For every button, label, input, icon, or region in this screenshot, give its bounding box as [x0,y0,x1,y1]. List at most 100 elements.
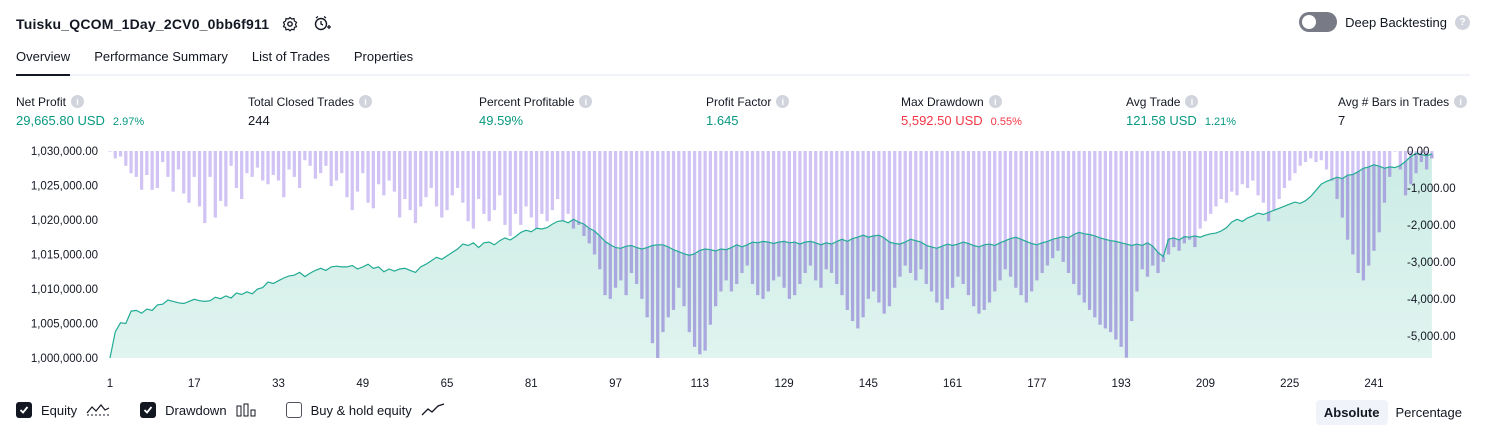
drawdown-bar [224,151,227,206]
drawdown-bar [393,151,396,192]
percentage-button[interactable]: Percentage [1388,400,1471,425]
deep-backtesting-toggle[interactable] [1299,12,1337,32]
drawdown-bar-overlap [693,254,696,347]
drawdown-bar [1304,151,1307,162]
metric-label: Net Profit [16,95,66,109]
drawdown-bar-overlap [703,249,706,351]
drawdown-bar-overlap [1172,238,1175,247]
drawdown-bar [235,151,238,188]
drawdown-bar-overlap [1030,243,1033,291]
drawdown-bar [1019,151,1022,239]
buy-hold-line-icon [421,403,445,417]
drawdown-bar [1372,151,1375,165]
drawdown-bar [667,151,670,247]
info-icon[interactable]: i [989,95,1002,108]
info-icon[interactable]: i [359,95,372,108]
drawdown-bar [177,151,180,169]
drawdown-bar [867,151,870,237]
drawdown-bar-overlap [709,250,712,325]
drawdown-bar [345,151,348,197]
drawdown-bar-overlap [646,248,649,318]
drawdown-bar-overlap [1341,179,1344,218]
drawdown-bar [509,151,512,236]
drawdown-bar-overlap [1083,234,1086,303]
metric-label: Percent Profitable [479,95,574,109]
buy-hold-checkbox[interactable]: Buy & hold equity [286,402,445,418]
left-axis-tick: 1,010,000.00 [31,284,98,296]
drawdown-bar [1357,151,1360,172]
drawdown-bar [861,151,864,235]
left-axis-tick: 1,030,000.00 [31,146,98,158]
drawdown-bar [1225,151,1228,203]
left-axis-tick: 1,020,000.00 [31,215,98,227]
drawdown-bar-overlap [1267,212,1270,221]
tab-properties[interactable]: Properties [354,46,413,74]
drawdown-checkbox[interactable]: Drawdown [140,402,255,418]
drawdown-bar [956,151,959,244]
add-alert-icon[interactable] [311,13,333,35]
drawdown-bar [693,151,696,254]
drawdown-bar [988,151,991,244]
info-icon[interactable]: i [1185,95,1198,108]
drawdown-bar [145,151,148,175]
drawdown-bar [1146,151,1149,243]
drawdown-bar-overlap [1409,157,1412,185]
absolute-button[interactable]: Absolute [1316,400,1388,425]
drawdown-bar-overlap [851,239,854,321]
drawdown-bar-overlap [725,250,728,281]
drawdown-bar-overlap [1141,246,1144,270]
metric-total-closed-trades: Total Closed Trades i 244 [248,94,372,128]
tab-performance-summary[interactable]: Performance Summary [94,46,228,74]
drawdown-bar [545,151,548,221]
x-axis-tick: 225 [1280,378,1299,390]
info-icon[interactable]: i [71,95,84,108]
drawdown-bar [493,151,496,210]
info-icon[interactable]: i [1454,95,1467,108]
drawdown-bar-overlap [619,248,622,280]
drawdown-bar [819,151,822,245]
drawdown-bar-overlap [651,246,654,344]
drawdown-bar [340,151,343,173]
help-icon[interactable]: ? [1455,15,1470,30]
drawdown-bar [1151,151,1154,246]
info-icon[interactable]: i [776,95,789,108]
drawdown-bar [814,151,817,243]
drawdown-bar [677,151,680,252]
drawdown-bar-overlap [898,244,901,277]
drawdown-bar-overlap [883,238,886,314]
drawdown-bar [272,151,275,175]
drawdown-bar [324,151,327,166]
drawdown-bar [1341,151,1344,179]
metric-value: 244 [248,113,270,128]
drawdown-bar [1383,151,1386,168]
drawdown-bar [156,151,159,188]
drawdown-bar [1167,151,1170,239]
drawdown-bar [777,151,780,242]
drawdown-bar [456,151,459,188]
drawdown-bar [1156,151,1159,252]
drawdown-bar-overlap [730,248,733,292]
settings-icon[interactable] [279,13,301,35]
drawdown-bar [1293,151,1296,173]
tab-list-of-trades[interactable]: List of Trades [252,46,330,74]
tab-bar: Overview Performance Summary List of Tra… [16,46,1470,76]
drawdown-bar [266,151,269,184]
x-axis-tick: 129 [775,378,794,390]
equity-drawdown-chart[interactable]: 1,030,000.00 1,025,000.00 1,020,000.00 1,01… [0,140,1486,394]
tab-overview[interactable]: Overview [16,46,70,74]
drawdown-bar-overlap [983,245,986,310]
drawdown-bar [488,151,491,221]
drawdown-bar-overlap [867,237,870,299]
drawdown-bar-overlap [582,224,585,236]
chart-legend: Equity Drawdown Buy & hold equity [16,402,445,418]
drawdown-bar [430,151,433,188]
drawdown-bar-overlap [682,254,685,306]
deep-backtesting-label: Deep Backtesting [1345,15,1447,30]
drawdown-bar [477,151,480,199]
right-axis-tick: 0.00 [1407,146,1429,158]
drawdown-bar [1046,151,1049,241]
equity-checkbox[interactable]: Equity [16,402,110,418]
info-icon[interactable]: i [579,95,592,108]
drawdown-bar-overlap [1378,166,1381,232]
strategy-title: Tuisku_QCOM_1Day_2CV0_0bb6f911 [16,16,269,32]
